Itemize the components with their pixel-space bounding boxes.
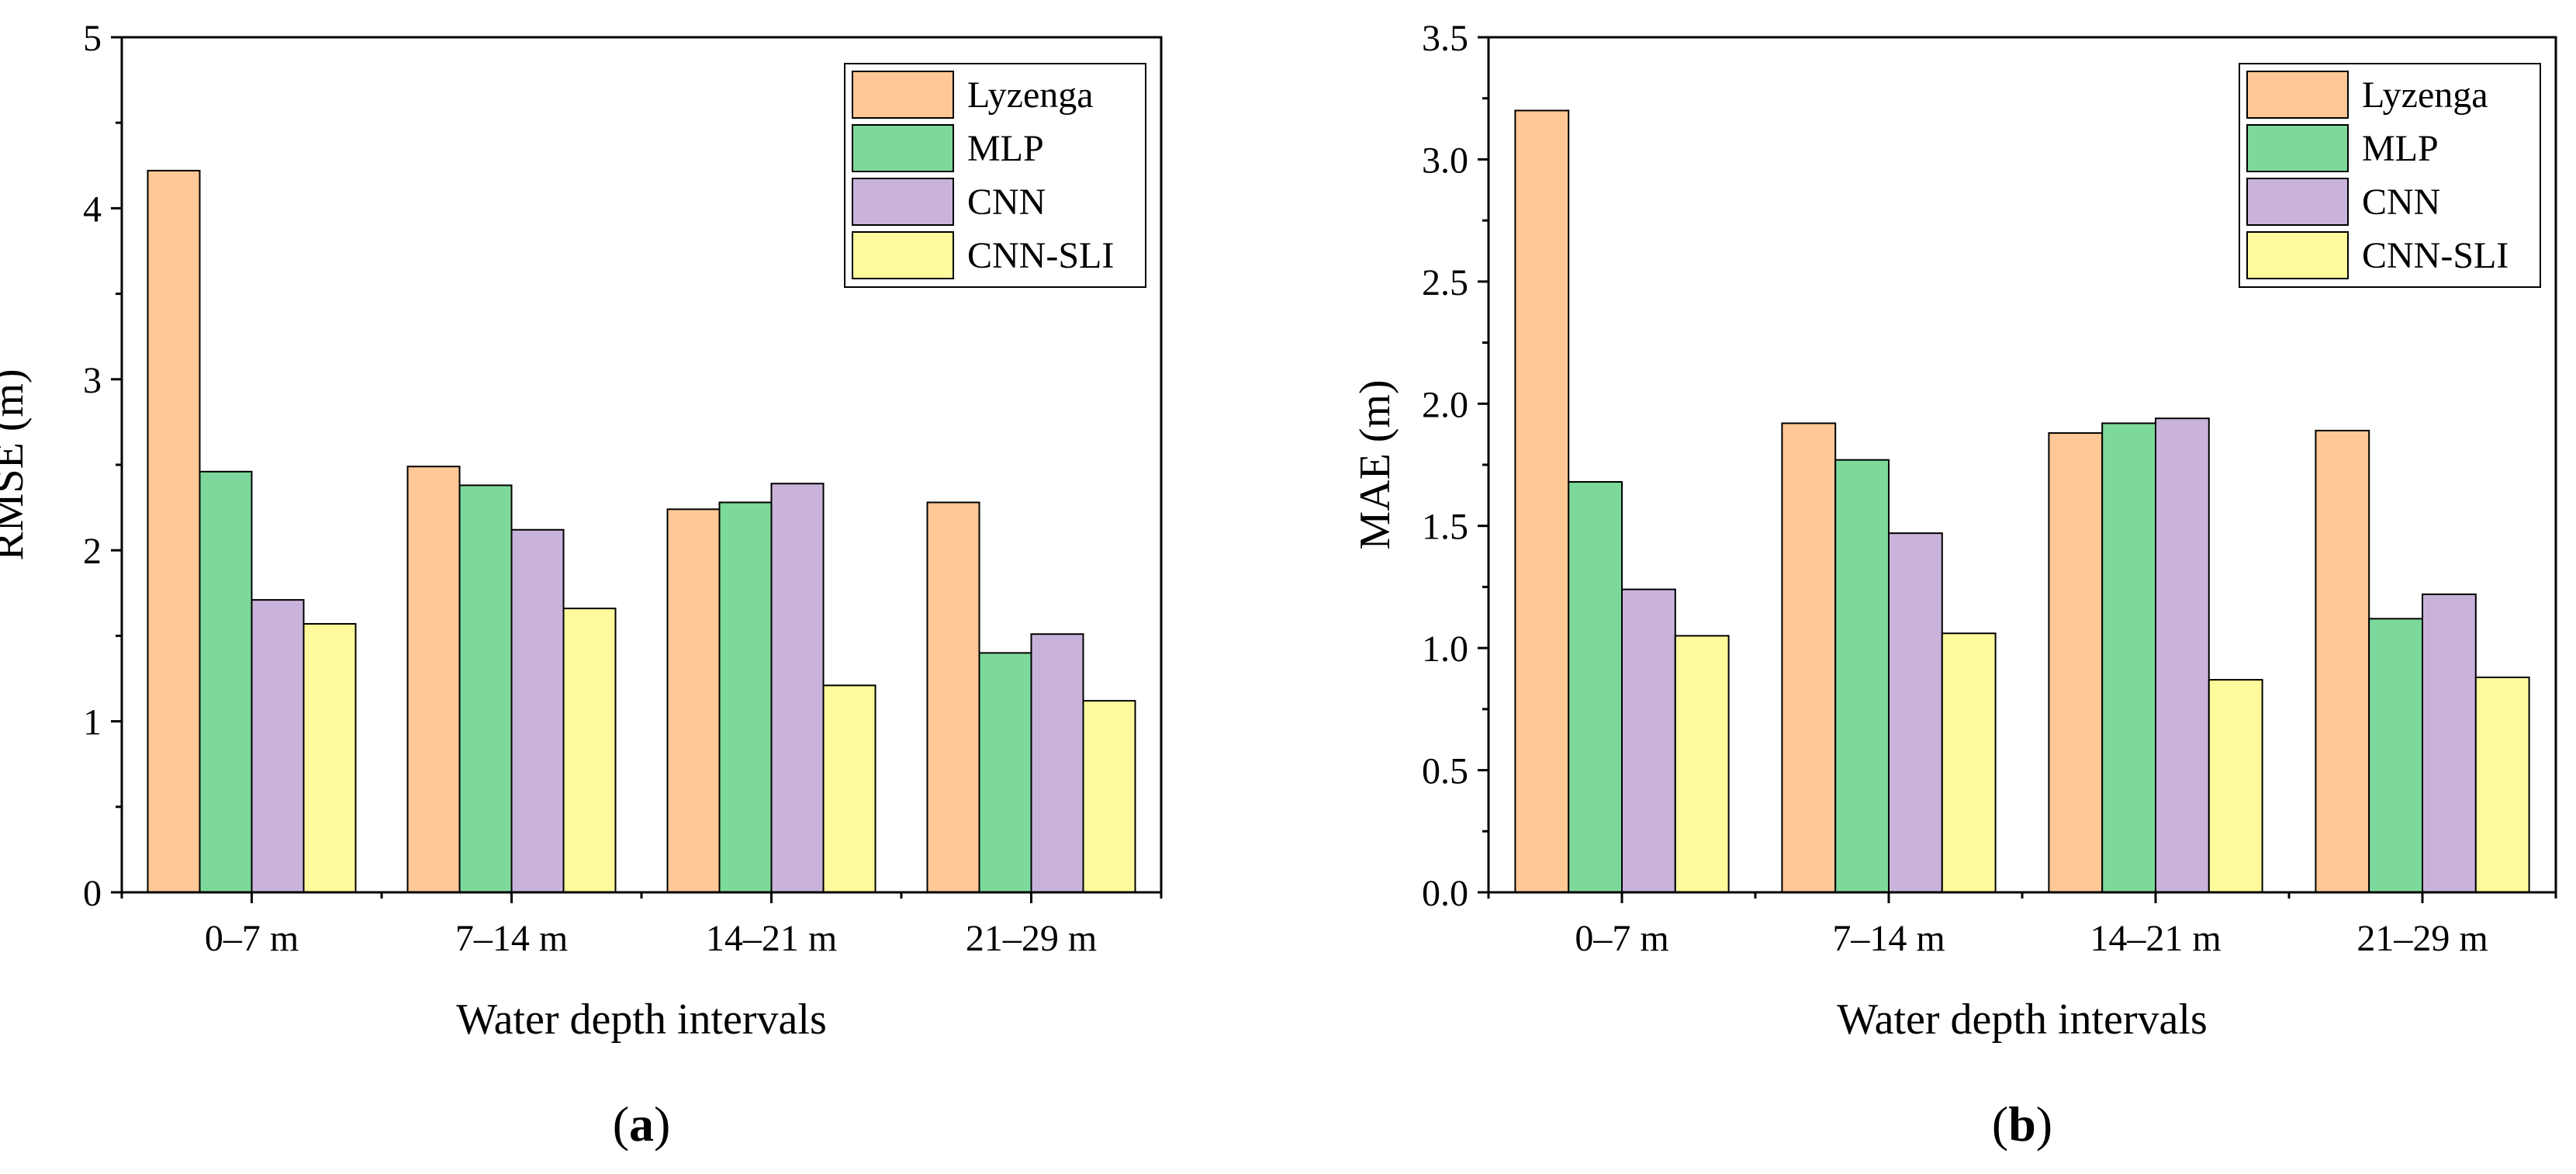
y-axis-title: MAE (m) — [1351, 379, 1399, 549]
bar-cnn-0 — [251, 599, 305, 894]
chart-panel-a: 0 1 2 3 4 5 0–7 m 7–14 m 14–21 m 21–29 m Water dep… — [0, 18, 1163, 1151]
legend-label: CNN-SLI — [967, 235, 1114, 276]
bar-cnn-0 — [1621, 588, 1676, 893]
bar-cnn-1 — [1888, 532, 1943, 893]
bar-cnn-2 — [770, 483, 825, 893]
bar-cnn-sli-3 — [1082, 700, 1136, 893]
bar-mlp-2 — [2101, 422, 2156, 893]
x-tick-label: 21–29 m — [2356, 918, 2488, 959]
legend-swatch-cnn — [2246, 178, 2349, 226]
y-tick-label: 1.0 — [1422, 629, 1468, 670]
bar-lyzenga-1 — [1781, 422, 1837, 893]
y-tick-label: 3.5 — [1422, 18, 1468, 59]
y-tick-label: 1 — [83, 702, 102, 743]
bar-mlp-3 — [978, 652, 1032, 893]
legend-swatch-mlp — [852, 124, 954, 172]
legend-swatch-cnn-sli — [852, 231, 954, 279]
y-tick-label: 0 — [83, 873, 102, 914]
bar-cnn-sli-1 — [1941, 632, 1997, 893]
legend-label: CNN — [2362, 182, 2440, 223]
x-tick-label: 7–14 m — [455, 918, 568, 959]
bar-mlp-3 — [2368, 618, 2423, 893]
y-tick-label: 2 — [83, 531, 102, 572]
bar-cnn-sli-2 — [822, 684, 877, 893]
bars — [1514, 109, 2530, 894]
x-tick-label: 0–7 m — [205, 918, 299, 959]
legend-label: Lyzenga — [967, 74, 1094, 116]
bars — [147, 169, 1136, 894]
bar-mlp-0 — [1568, 481, 1623, 893]
bar-lyzenga-0 — [147, 169, 201, 894]
legend-swatch-mlp — [2246, 124, 2349, 172]
bar-cnn-sli-2 — [2208, 679, 2263, 893]
y-tick-label: 1.5 — [1422, 507, 1468, 548]
bar-mlp-0 — [199, 470, 253, 893]
bar-lyzenga-2 — [666, 508, 721, 894]
chart-panel-b: 0.0 0.5 1.0 1.5 2.0 2.5 3.0 3.5 0–7 m 7–14 m 14–21… — [1351, 18, 2557, 1151]
bar-cnn-2 — [2155, 417, 2210, 893]
legend-label: CNN — [967, 182, 1046, 223]
panel-label: (b) — [1992, 1096, 2052, 1151]
bar-mlp-2 — [718, 501, 773, 893]
y-tick-label: 5 — [83, 18, 102, 59]
bar-cnn-sli-0 — [303, 622, 357, 893]
y-tick-label: 0.5 — [1422, 751, 1468, 792]
x-tick-label: 14–21 m — [706, 918, 837, 959]
y-axis: 0 1 2 3 4 5 — [83, 18, 122, 914]
bar-cnn-3 — [1030, 633, 1084, 893]
x-tick-label: 0–7 m — [1575, 918, 1668, 959]
legend-swatch-lyzenga — [2246, 71, 2349, 119]
x-axis-title: Water depth intervals — [456, 996, 827, 1044]
y-tick-label: 0.0 — [1422, 873, 1468, 914]
bar-cnn-sli-0 — [1674, 635, 1730, 894]
y-tick-label: 3 — [83, 360, 102, 401]
legend-swatch-lyzenga — [852, 71, 954, 119]
legend-label: Lyzenga — [2362, 74, 2488, 116]
y-tick-label: 2.0 — [1422, 384, 1468, 425]
y-axis: 0.0 0.5 1.0 1.5 2.0 2.5 3.0 3.5 — [1422, 18, 1489, 914]
bar-mlp-1 — [1834, 459, 1890, 893]
legend-label: MLP — [2362, 128, 2439, 169]
x-axis: 0–7 m 7–14 m 14–21 m 21–29 m — [1487, 892, 2557, 959]
legend-label: CNN-SLI — [2362, 235, 2509, 276]
legend-swatch-cnn-sli — [2246, 231, 2349, 279]
legend: Lyzenga MLP CNN CNN-SLI — [844, 63, 1146, 288]
bar-lyzenga-3 — [926, 501, 980, 893]
legend-label: MLP — [967, 128, 1044, 169]
legend: Lyzenga MLP CNN CNN-SLI — [2239, 63, 2541, 288]
bar-cnn-sli-3 — [2474, 676, 2530, 893]
x-axis-title: Water depth intervals — [1837, 996, 2208, 1044]
bar-lyzenga-2 — [2048, 432, 2104, 893]
legend-swatch-cnn — [852, 178, 954, 226]
x-tick-label: 14–21 m — [2090, 918, 2221, 959]
bar-cnn-3 — [2422, 593, 2477, 893]
bar-lyzenga-3 — [2315, 429, 2370, 893]
y-tick-label: 2.5 — [1422, 262, 1468, 303]
y-axis-title: RMSE (m) — [0, 369, 33, 560]
bar-lyzenga-1 — [406, 466, 461, 893]
bar-cnn-sli-1 — [562, 608, 617, 893]
panel-label: (a) — [613, 1096, 671, 1151]
y-tick-label: 4 — [83, 189, 102, 230]
x-axis: 0–7 m 7–14 m 14–21 m 21–29 m — [120, 892, 1163, 959]
x-tick-label: 7–14 m — [1832, 918, 1945, 959]
bar-mlp-1 — [458, 484, 513, 893]
bar-lyzenga-0 — [1514, 109, 1570, 893]
x-tick-label: 21–29 m — [966, 918, 1097, 959]
y-tick-label: 3.0 — [1422, 140, 1468, 181]
bar-cnn-1 — [510, 528, 565, 893]
